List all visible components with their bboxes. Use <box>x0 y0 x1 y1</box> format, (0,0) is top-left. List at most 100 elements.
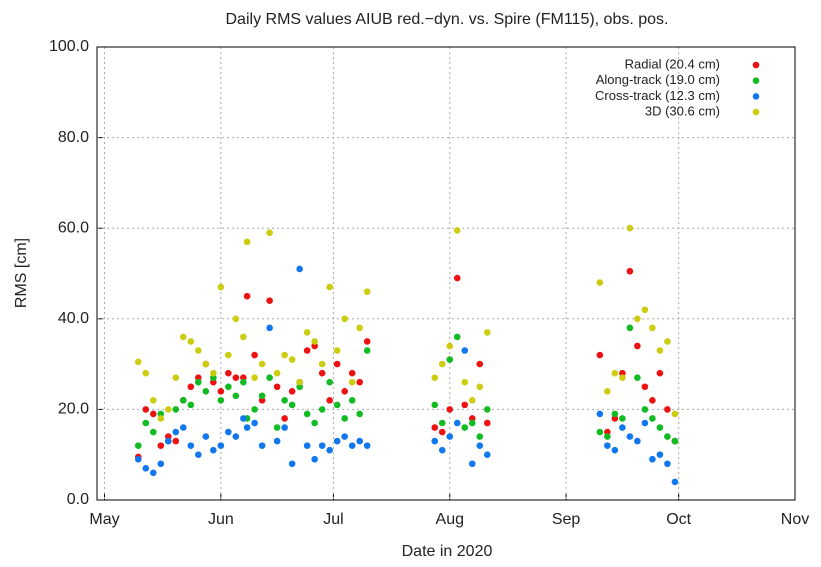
point <box>258 397 266 404</box>
y-tick-label: 20.0 <box>58 401 89 418</box>
legend-label: Radial (20.4 cm) <box>625 56 720 71</box>
legend-label: 3D (30.6 cm) <box>645 104 720 119</box>
point <box>453 333 461 341</box>
point <box>341 315 348 323</box>
legend-marker <box>752 93 760 100</box>
y-tick-label: 0.0 <box>67 491 89 508</box>
point <box>468 419 476 427</box>
point <box>476 383 484 391</box>
point <box>288 356 296 363</box>
point <box>142 406 150 413</box>
point <box>157 415 165 422</box>
point <box>180 424 187 431</box>
legend-marker <box>752 108 760 116</box>
point <box>626 267 634 275</box>
point <box>172 406 180 413</box>
point <box>634 437 641 445</box>
point <box>232 315 240 323</box>
point <box>225 428 232 436</box>
point <box>217 397 225 404</box>
point <box>596 410 604 418</box>
point <box>281 397 288 404</box>
point <box>240 374 247 381</box>
point <box>225 383 232 391</box>
point <box>664 433 671 440</box>
point <box>225 351 232 359</box>
point <box>134 358 142 366</box>
point <box>318 442 326 449</box>
x-tick-label: Oct <box>666 511 691 528</box>
point <box>311 342 318 350</box>
x-tick-label: Nov <box>781 511 809 528</box>
point <box>217 283 225 291</box>
point <box>611 369 619 377</box>
point <box>461 347 469 354</box>
point <box>596 279 604 286</box>
point <box>483 419 491 427</box>
point <box>641 306 649 314</box>
legend-marker <box>752 61 760 69</box>
point <box>619 415 626 422</box>
point <box>619 369 626 377</box>
point <box>341 433 348 440</box>
point <box>195 374 202 381</box>
point <box>446 433 454 440</box>
point <box>243 238 251 246</box>
point <box>333 360 341 368</box>
point <box>671 437 679 445</box>
point <box>273 424 281 431</box>
point <box>281 424 288 431</box>
x-tick-label: Jul <box>323 511 343 528</box>
point <box>604 442 611 449</box>
point <box>142 419 150 427</box>
point <box>649 324 656 332</box>
point <box>446 406 454 413</box>
point <box>619 374 626 381</box>
point <box>266 324 273 332</box>
x-tick-label: Jun <box>208 511 234 528</box>
point <box>431 401 439 409</box>
point <box>656 424 664 431</box>
point <box>626 224 634 232</box>
point <box>453 419 461 427</box>
y-tick-label: 60.0 <box>58 219 89 236</box>
point <box>303 347 311 354</box>
point <box>596 428 604 436</box>
point <box>461 424 469 431</box>
legend-label: Cross-track (12.3 cm) <box>595 88 720 103</box>
point <box>446 342 454 350</box>
point <box>461 401 469 409</box>
point <box>311 419 318 427</box>
point <box>165 433 172 440</box>
point <box>318 369 326 377</box>
point <box>311 338 318 345</box>
point <box>626 324 634 332</box>
point <box>288 387 296 395</box>
point <box>243 424 251 431</box>
point <box>202 360 210 368</box>
point <box>149 469 157 477</box>
point <box>604 433 611 440</box>
point <box>363 338 371 345</box>
point <box>202 387 210 395</box>
point <box>266 374 273 381</box>
point <box>210 374 217 381</box>
point <box>483 329 491 336</box>
point <box>210 369 217 377</box>
point <box>326 378 333 386</box>
point <box>251 419 258 427</box>
point <box>288 401 296 409</box>
point <box>348 378 356 386</box>
point <box>240 333 247 341</box>
point <box>225 369 232 377</box>
point <box>251 374 258 381</box>
point <box>266 297 273 304</box>
point <box>251 406 258 413</box>
point <box>232 392 240 400</box>
point <box>303 442 311 449</box>
point <box>611 410 619 418</box>
point <box>195 451 202 459</box>
point <box>187 338 195 345</box>
point <box>634 342 641 350</box>
